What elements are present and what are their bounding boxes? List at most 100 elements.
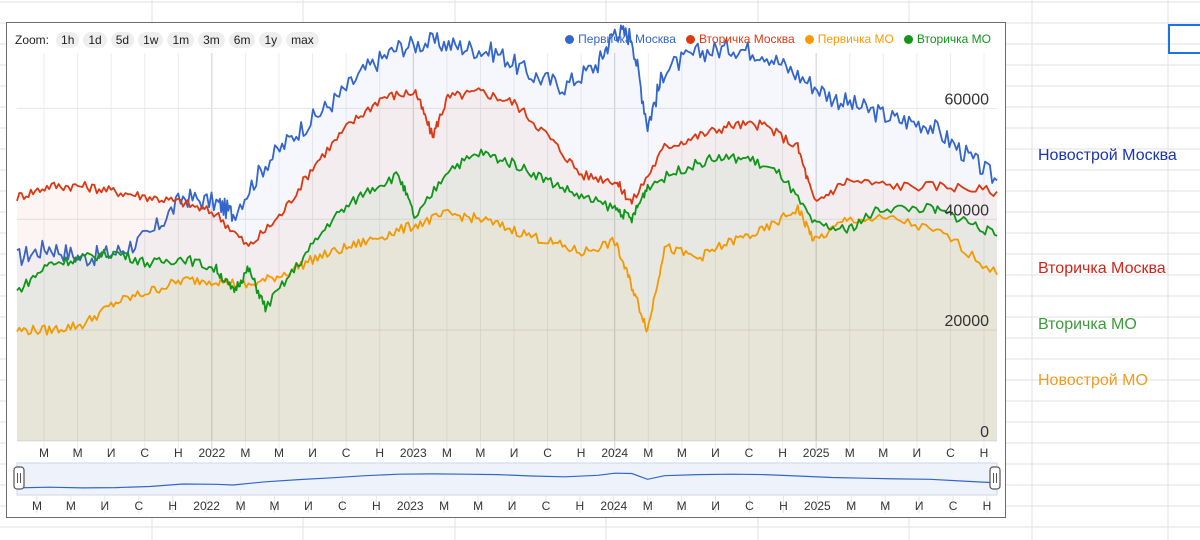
legend-dot-icon <box>685 34 695 44</box>
x-tick-label: И <box>711 446 720 460</box>
zoom-1d-button[interactable]: 1d <box>83 32 107 48</box>
nav-tick-label: И <box>508 499 517 513</box>
series-area-1 <box>17 88 997 441</box>
series-area-0 <box>17 25 997 442</box>
x-tick-label: Н <box>174 446 183 460</box>
x-tick-label: Н <box>375 446 384 460</box>
nav-tick-label: 2024 <box>600 499 627 513</box>
selected-cell[interactable] <box>1168 24 1200 54</box>
x-tick-label: М <box>240 446 250 460</box>
zoom-label: Zoom: <box>15 33 50 47</box>
nav-tick-label: М <box>32 499 42 513</box>
nav-tick-label: М <box>473 499 483 513</box>
range-selector <box>16 462 998 496</box>
series-area-2 <box>17 205 997 441</box>
nav-tick-label: Н <box>983 499 992 513</box>
zoom-6m-button[interactable]: 6m <box>228 32 256 48</box>
nav-tick-label: Н <box>779 499 788 513</box>
series-area-3 <box>17 149 997 441</box>
nav-tick-label: С <box>949 499 958 513</box>
nav-tick-label: И <box>304 499 313 513</box>
x-tick-label: М <box>677 446 687 460</box>
zoom-1y-button[interactable]: 1y <box>259 32 283 48</box>
nav-tick-label: 2022 <box>193 499 220 513</box>
y-tick-label: 40000 <box>945 202 990 219</box>
x-tick-label: С <box>543 446 552 460</box>
nav-tick-label: М <box>643 499 653 513</box>
side-label-vtorichka-mo: Вторичка МО <box>1038 316 1137 333</box>
x-tick-label: М <box>39 446 49 460</box>
legend-item-vtorichka-moskva[interactable]: Вторичка Москва <box>685 32 795 46</box>
nav-tick-label: Н <box>168 499 177 513</box>
x-tick-label: М <box>643 446 653 460</box>
legend-label: Вторичка МО <box>916 32 991 46</box>
x-tick-label: И <box>107 446 116 460</box>
x-tick-label: М <box>475 446 485 460</box>
nav-tick-label: М <box>677 499 687 513</box>
side-label-novostroy-moskva: Новострой Москва <box>1038 147 1177 164</box>
x-tick-label: С <box>140 446 149 460</box>
x-tick-label: И <box>308 446 317 460</box>
nav-tick-label: И <box>101 499 110 513</box>
y-tick-label: 0 <box>980 424 989 441</box>
y-tick-label: 60000 <box>945 91 990 108</box>
x-tick-label: М <box>274 446 284 460</box>
legend-item-pervichka-moskva[interactable]: Первичка Москва <box>565 32 676 46</box>
x-tick-label: Н <box>778 446 787 460</box>
range-handle-left[interactable] <box>13 466 25 490</box>
series-line-2 <box>16 204 998 336</box>
legend-dot-icon <box>903 34 913 44</box>
x-tick-label: Н <box>980 446 989 460</box>
x-tick-label: 2022 <box>199 446 226 460</box>
x-tick-label: Н <box>577 446 586 460</box>
x-tick-label: М <box>878 446 888 460</box>
x-tick-label: М <box>845 446 855 460</box>
nav-tick-label: С <box>338 499 347 513</box>
zoom-1h-button[interactable]: 1h <box>56 32 80 48</box>
zoom-1w-button[interactable]: 1w <box>138 32 164 48</box>
side-label-novostroy-mo: Новострой МО <box>1038 372 1148 389</box>
x-tick-label: И <box>913 446 922 460</box>
legend-label: Первичка Москва <box>578 32 676 46</box>
x-tick-label: 2025 <box>803 446 830 460</box>
x-tick-label: 2023 <box>400 446 427 460</box>
legend-item-pervichka-mo[interactable]: Первичка МО <box>804 32 894 46</box>
line-chart: 0 20000 40000 60000 М М И С Н 2022 М М И С Н 2023 М М И С Н 2… <box>13 24 1001 513</box>
zoom-max-button[interactable]: max <box>286 32 319 48</box>
legend-item-vtorichka-mo[interactable]: Вторичка МО <box>903 32 991 46</box>
legend-dot-icon <box>565 34 575 44</box>
nav-tick-label: Н <box>372 499 381 513</box>
x-tick-label: 2024 <box>601 446 628 460</box>
chart-frame: 0 20000 40000 60000 М М И С Н 2022 М М И С Н 2023 М М И С Н 2… <box>6 22 1006 518</box>
nav-tick-label: М <box>846 499 856 513</box>
range-selector-line <box>16 472 998 489</box>
nav-tick-label: М <box>66 499 76 513</box>
zoom-1m-button[interactable]: 1m <box>167 32 195 48</box>
x-tick-label: С <box>946 446 955 460</box>
legend-label: Вторичка Москва <box>698 32 795 46</box>
x-tick-label: С <box>745 446 754 460</box>
nav-tick-label: Н <box>576 499 585 513</box>
nav-tick-label: 2023 <box>397 499 424 513</box>
series-line-1 <box>16 87 998 247</box>
nav-tick-label: С <box>134 499 143 513</box>
series-line-0 <box>16 24 998 267</box>
x-tick-label: И <box>510 446 519 460</box>
y-tick-label: 20000 <box>945 313 990 330</box>
x-tick-label: М <box>442 446 452 460</box>
chart-legend: Первичка Москва Вторичка Москва Первичка… <box>565 32 991 46</box>
side-label-vtorichka-moskva: Вторичка Москва <box>1038 260 1166 277</box>
nav-tick-label: М <box>236 499 246 513</box>
range-handle-right[interactable] <box>989 466 1001 490</box>
x-tick-label: С <box>342 446 351 460</box>
nav-tick-label: 2025 <box>804 499 831 513</box>
zoom-3m-button[interactable]: 3m <box>198 32 225 48</box>
zoom-bar: Zoom: 1h 1d 5d 1w 1m 3m 6m 1y max <box>15 32 319 48</box>
zoom-5d-button[interactable]: 5d <box>110 32 135 48</box>
x-tick-label: М <box>73 446 83 460</box>
legend-dot-icon <box>804 34 814 44</box>
series-line-3 <box>16 148 998 313</box>
nav-tick-label: С <box>542 499 551 513</box>
nav-tick-label: М <box>439 499 449 513</box>
nav-tick-label: И <box>915 499 924 513</box>
